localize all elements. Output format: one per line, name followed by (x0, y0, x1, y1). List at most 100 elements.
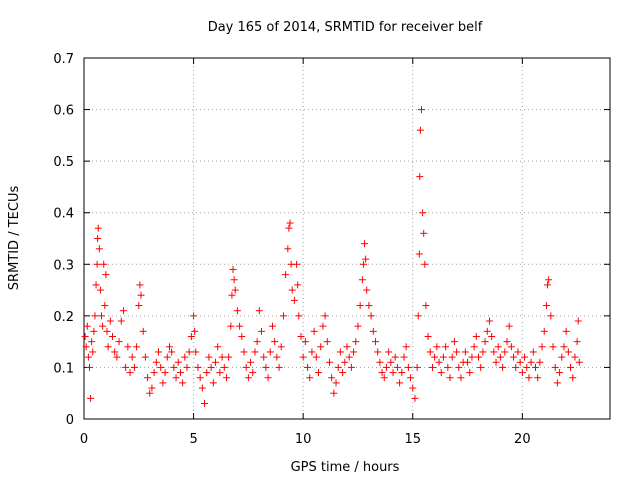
data-point (562, 327, 570, 335)
data-point (466, 369, 474, 377)
data-point (196, 374, 204, 382)
data-point (536, 358, 544, 366)
data-point (87, 394, 95, 402)
y-axis-label: SRMTID / TECUs (7, 186, 22, 291)
data-point (534, 374, 542, 382)
data-point (304, 363, 312, 371)
data-point (420, 229, 428, 237)
data-point (139, 327, 147, 335)
data-point (319, 322, 327, 330)
data-point (418, 106, 426, 114)
data-point (310, 327, 318, 335)
data-point (485, 317, 493, 325)
data-point (531, 363, 539, 371)
data-point (238, 332, 246, 340)
data-point (95, 245, 103, 253)
data-point (514, 348, 522, 356)
data-point (472, 332, 480, 340)
data-point (446, 374, 454, 382)
data-point (244, 374, 252, 382)
data-point (159, 379, 167, 387)
data-point (507, 343, 515, 351)
data-point (222, 374, 230, 382)
data-point (106, 317, 114, 325)
data-point (201, 400, 209, 408)
data-point (312, 353, 320, 361)
data-point (424, 332, 432, 340)
data-point (157, 363, 165, 371)
data-point (380, 374, 388, 382)
data-point (236, 322, 244, 330)
data-point (494, 343, 502, 351)
data-point (345, 353, 353, 361)
data-point (378, 369, 386, 377)
data-point (103, 327, 111, 335)
data-point (104, 343, 112, 351)
y-tick-label: 0.5 (53, 155, 74, 170)
data-point (385, 348, 393, 356)
data-point (119, 307, 127, 315)
data-point (168, 348, 176, 356)
data-point (321, 312, 329, 320)
data-point (334, 363, 342, 371)
data-point (209, 379, 217, 387)
data-point (99, 322, 107, 330)
x-tick-label: 0 (80, 432, 88, 447)
data-point (558, 353, 566, 361)
data-point (233, 307, 241, 315)
data-point (516, 358, 524, 366)
data-point (468, 353, 476, 361)
data-point (295, 312, 303, 320)
data-point (560, 343, 568, 351)
data-point (527, 358, 535, 366)
data-point (155, 348, 163, 356)
data-point (323, 338, 331, 346)
data-point (398, 369, 406, 377)
data-point (328, 374, 336, 382)
data-point (100, 260, 108, 268)
data-point (192, 348, 200, 356)
data-point (544, 281, 552, 289)
data-point (439, 353, 447, 361)
data-point (165, 343, 173, 351)
data-point (181, 353, 189, 361)
data-point (293, 260, 301, 268)
data-point (194, 363, 202, 371)
data-point (96, 286, 104, 294)
data-point (251, 348, 259, 356)
data-point (88, 338, 96, 346)
data-point (352, 338, 360, 346)
data-point (431, 353, 439, 361)
data-point (98, 312, 106, 320)
data-point (220, 363, 228, 371)
data-point (567, 363, 575, 371)
data-point (343, 343, 351, 351)
data-point (540, 327, 548, 335)
data-point (391, 353, 399, 361)
y-tick-label: 0.7 (53, 52, 74, 67)
data-point (499, 363, 507, 371)
data-point (479, 348, 487, 356)
data-point (422, 302, 430, 310)
data-point (214, 343, 222, 351)
data-point (207, 363, 215, 371)
ticks: 0 0.1 0.2 0.3 0.4 0.5 0.6 0.7 0 5 10 15 20 (53, 52, 610, 447)
data-point (542, 302, 550, 310)
data-point (85, 363, 93, 371)
data-point (547, 312, 555, 320)
data-point (279, 312, 287, 320)
data-point (336, 348, 344, 356)
data-point (152, 358, 160, 366)
y-tick-label: 0.1 (53, 361, 74, 376)
data-point (521, 353, 529, 361)
data-point (347, 363, 355, 371)
data-point (433, 343, 441, 351)
data-point (225, 353, 233, 361)
data-point (409, 384, 417, 392)
data-point (277, 343, 285, 351)
data-point (457, 374, 465, 382)
data-point (396, 379, 404, 387)
data-point (273, 353, 281, 361)
data-point (285, 224, 293, 232)
data-point (198, 384, 206, 392)
